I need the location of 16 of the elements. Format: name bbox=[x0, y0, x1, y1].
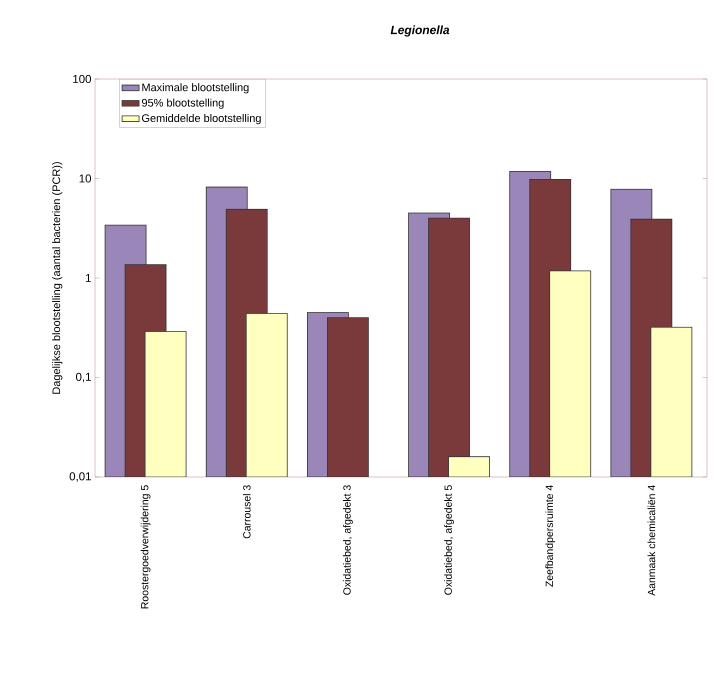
y-tick-label: 1 bbox=[86, 274, 91, 282]
legend-label: Gemiddelde blootstelling bbox=[142, 114, 261, 124]
x-tick-label: Oxidatiebed, afgedekt 5 bbox=[444, 485, 454, 595]
y-tick-label: 0,01 bbox=[70, 472, 91, 482]
legend-label: 95% blootstelling bbox=[142, 98, 224, 109]
legend-label: Maximale blootstelling bbox=[142, 83, 249, 94]
y-axis-title: Dagelijkse blootstelling (aantal bacterien (PCR)) bbox=[52, 162, 62, 394]
y-tick-label: 0,1 bbox=[76, 372, 91, 382]
y-tick-label: 10 bbox=[80, 174, 92, 183]
x-tick-label: Aanmaak chemicaliën 4 bbox=[648, 485, 656, 596]
x-tick-label: Zeefbandpersruimte 4 bbox=[545, 485, 556, 587]
x-tick-label: Oxidatiebed, afgedekt 3 bbox=[343, 485, 353, 595]
x-tick-label: Carrousel 3 bbox=[242, 485, 251, 538]
y-tick-label: 100 bbox=[73, 74, 92, 84]
chart-title: Legionella bbox=[390, 25, 450, 37]
x-tick-label: Roostergoedverwijdering 5 bbox=[140, 485, 150, 608]
